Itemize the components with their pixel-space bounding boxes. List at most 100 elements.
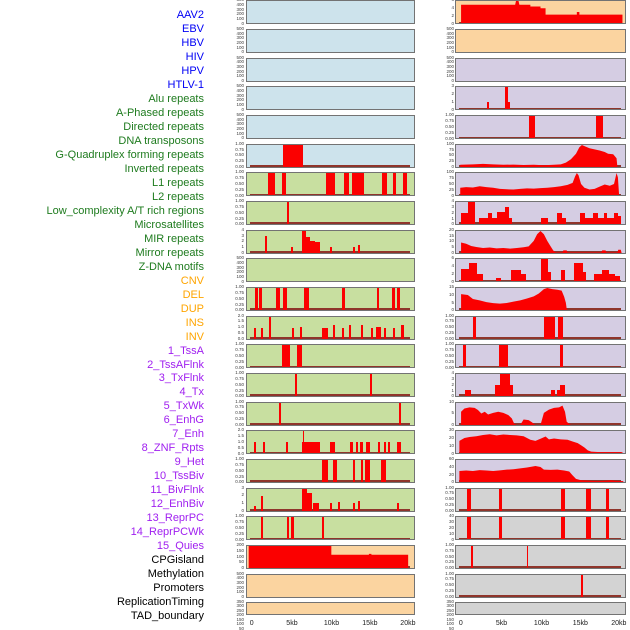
y-tick-label: 300 [236, 6, 244, 12]
track-panel [246, 315, 415, 340]
track-panel [455, 344, 626, 369]
y-tick-label: 2 [451, 270, 454, 276]
y-tick-label: 300 [446, 64, 454, 70]
track-panel [246, 458, 415, 483]
y-axis-ticks: 1.00 0.75 0.50 0.25 0.00 [214, 284, 244, 313]
y-tick-label: 400 [236, 259, 244, 265]
track-panel-plot-area [456, 545, 625, 568]
data-bar [478, 218, 489, 224]
data-bar [403, 173, 408, 196]
y-tick-label: 0 [451, 164, 454, 170]
track-label: Z-DNA motifs [138, 260, 204, 273]
data-bar [547, 272, 552, 282]
y-axis-ticks: 30 20 10 0 [424, 428, 454, 456]
data-bar [255, 287, 258, 310]
y-tick-label: 0 [241, 565, 244, 571]
data-bar [526, 545, 529, 568]
y-tick-label: 0.0 [237, 336, 244, 342]
y-tick-label: 5 [451, 299, 454, 305]
y-tick-label: 1 [451, 215, 454, 221]
data-bar [387, 442, 390, 454]
track-panel [246, 516, 415, 541]
y-tick-label: 2.0 [237, 312, 244, 318]
data-bar [321, 517, 324, 540]
x-axis-label: 15kb [572, 620, 588, 627]
track-panel-plot-area [247, 459, 414, 482]
baseline [250, 222, 410, 224]
y-tick-label: 2 [241, 492, 244, 498]
track-panel [455, 315, 626, 340]
track-label: TAD_boundary [130, 610, 204, 623]
data-bar [356, 442, 359, 454]
y-tick-label: 4 [241, 226, 244, 232]
data-bar [285, 442, 288, 454]
y-axis-ticks: 1.00 0.75 0.50 0.25 0.00 [424, 485, 454, 514]
y-axis-ticks: 6 4 20 [424, 0, 454, 26]
y-tick-label: 500 [236, 83, 244, 89]
track-panel-plot-area [247, 345, 414, 368]
data-bar [500, 373, 511, 396]
y-tick-label: 5 [451, 410, 454, 416]
y-tick-label: 500 [236, 0, 244, 3]
y-axis-ticks: 100 75 50 25 0 [424, 141, 454, 170]
data-bar [602, 270, 610, 282]
y-tick-label: 400 [446, 30, 454, 36]
data-bar [499, 345, 508, 368]
y-axis-ticks: 2.0 1.5 1.0 0.5 0.0 [214, 312, 244, 342]
track-panel [455, 544, 626, 569]
y-tick-label: 0.00 [445, 336, 454, 342]
y-tick-label: 0.00 [235, 393, 244, 399]
data-bar [397, 442, 401, 454]
y-tick-label: 200 [236, 40, 244, 46]
y-tick-label: 150 [446, 616, 454, 622]
y-tick-label: 0 [241, 49, 244, 55]
track-panel [455, 601, 626, 615]
data-bar [461, 269, 469, 282]
y-tick-label: 0.0 [237, 450, 244, 456]
data-bar [509, 384, 514, 396]
y-tick-label: 300 [236, 35, 244, 41]
x-axis-label: 5kb [495, 620, 508, 627]
y-tick-label: 100 [446, 169, 454, 175]
track-panel-plot-area [247, 230, 414, 253]
data-bar [560, 270, 566, 282]
data-bar [297, 345, 303, 368]
track-panel [246, 573, 415, 598]
track-panel [246, 172, 415, 197]
y-axis-ticks: 1.00 0.75 0.50 0.25 0.00 [424, 571, 454, 600]
y-tick-label: 60 [448, 455, 454, 461]
data-bar [360, 325, 363, 339]
data-bar [504, 87, 508, 110]
data-area [459, 434, 623, 454]
data-bar [342, 287, 345, 310]
track-label: 2_TssAFlnk [147, 358, 204, 371]
track-panel-plot-area [456, 603, 625, 615]
track-panel [455, 0, 626, 25]
track-panel-plot-area [456, 144, 625, 167]
y-tick-label: 0 [451, 20, 454, 26]
y-tick-label: 15 [448, 283, 454, 289]
data-bar [384, 442, 387, 454]
baseline [459, 566, 621, 568]
y-tick-label: 400 [236, 575, 244, 581]
y-tick-label: 20 [448, 471, 454, 477]
y-tick-label: 30 [448, 519, 454, 525]
data-bar [396, 287, 401, 310]
track-label: 14_ReprPCWk [130, 526, 204, 539]
y-tick-label: 75 [448, 175, 454, 181]
y-tick-label: 0 [241, 508, 244, 514]
y-tick-label: 0.75 [445, 547, 454, 553]
y-tick-label: 50 [448, 625, 454, 630]
data-bar [282, 144, 303, 167]
y-tick-label: 200 [236, 11, 244, 17]
y-tick-label: 150 [236, 616, 244, 622]
data-bar [596, 116, 603, 139]
data-bar [291, 246, 293, 253]
y-tick-label: 400 [236, 30, 244, 36]
data-bar [329, 247, 332, 253]
track-label: DNA transposons [118, 134, 204, 147]
x-axis-label: 0 [249, 620, 254, 627]
